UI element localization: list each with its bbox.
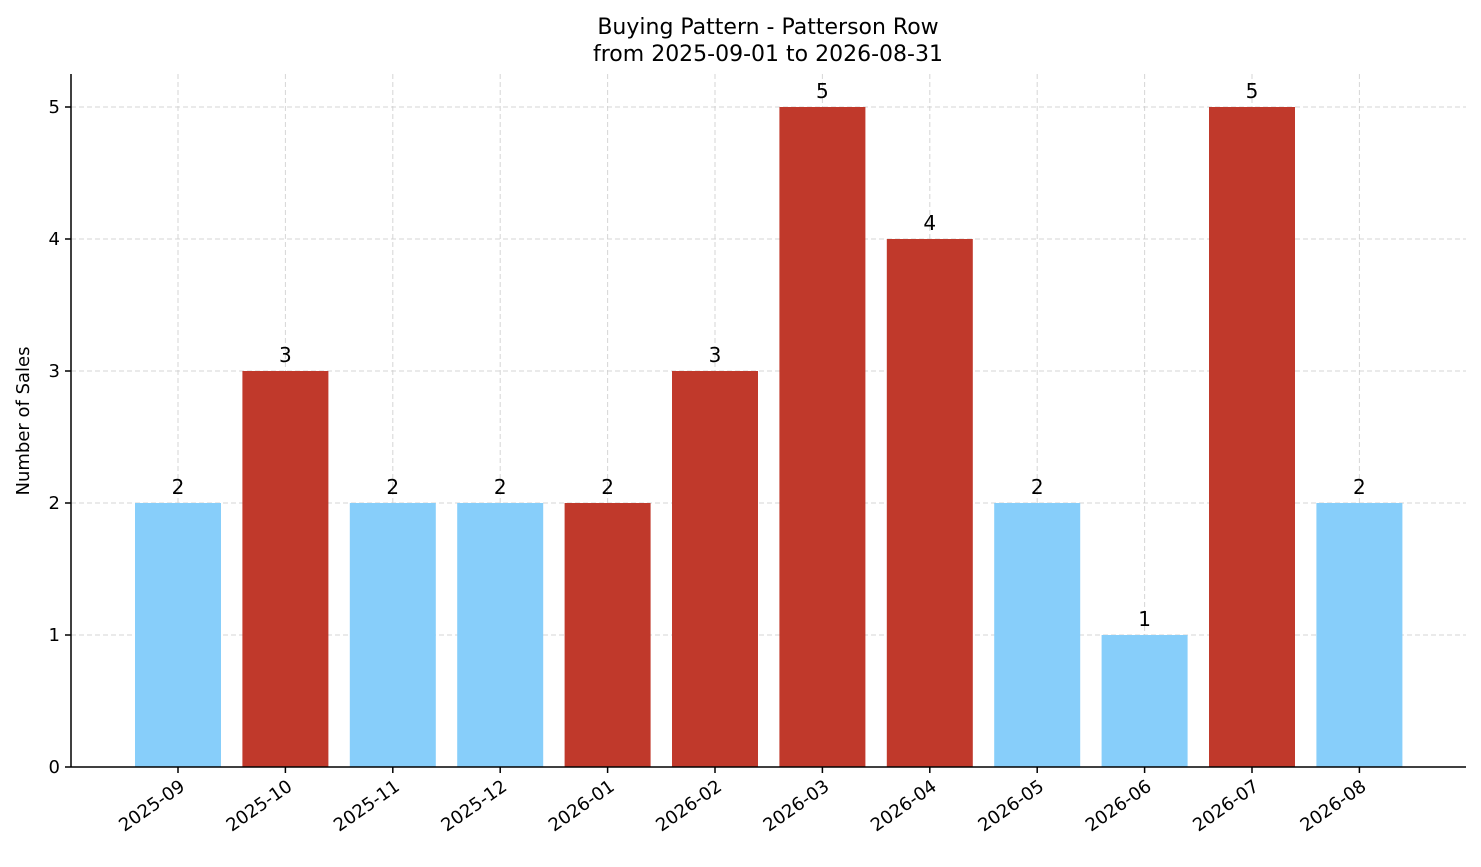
x-tick-label: 2026-07 xyxy=(1189,776,1263,836)
data-label-2026-06: 1 xyxy=(1138,607,1151,631)
y-tick-label: 2 xyxy=(49,493,60,514)
x-tick-label: 2025-12 xyxy=(437,776,511,836)
y-tick-label: 1 xyxy=(49,625,60,646)
bar-2026-01 xyxy=(564,503,651,767)
chart-subtitle: from 2025-09-01 to 2026-08-31 xyxy=(593,42,943,67)
bar-2026-05 xyxy=(994,503,1081,767)
x-tick-label: 2025-09 xyxy=(115,776,189,836)
x-tick-label: 2026-05 xyxy=(974,776,1048,836)
bar-2026-06 xyxy=(1101,635,1188,767)
bar-2026-02 xyxy=(672,371,758,767)
bars xyxy=(135,107,1403,767)
data-label-2025-11: 2 xyxy=(386,475,399,499)
x-axis-ticks: 2025-09 2025-10 2025-11 2025-12 2026-01 2026-… xyxy=(115,767,1370,836)
y-axis-label: Number of Sales xyxy=(13,346,34,495)
x-tick-label: 2026-01 xyxy=(545,776,619,836)
bar-2026-08 xyxy=(1316,503,1403,767)
data-label-2025-10: 3 xyxy=(279,343,292,367)
x-tick-label: 2026-08 xyxy=(1297,776,1371,836)
bar-2026-07 xyxy=(1209,107,1295,767)
data-labels: 2 3 2 2 2 3 5 4 2 1 5 2 xyxy=(172,79,1366,631)
data-label-2026-03: 5 xyxy=(816,79,829,103)
data-label-2026-04: 4 xyxy=(923,211,936,235)
x-tick-label: 2025-10 xyxy=(223,776,297,836)
x-tick-label: 2026-02 xyxy=(652,776,726,836)
data-label-2026-07: 5 xyxy=(1246,79,1259,103)
bar-2026-03 xyxy=(779,107,866,767)
bar-2025-10 xyxy=(242,371,329,767)
data-label-2026-05: 2 xyxy=(1031,475,1044,499)
y-tick-label: 5 xyxy=(49,97,60,118)
x-tick-label: 2025-11 xyxy=(330,776,404,836)
chart-title: Buying Pattern - Patterson Row xyxy=(597,15,938,40)
data-label-2026-01: 2 xyxy=(601,475,614,499)
y-axis-ticks: 0 1 2 3 4 5 xyxy=(49,97,71,778)
data-label-2026-02: 3 xyxy=(709,343,722,367)
x-tick-label: 2026-06 xyxy=(1082,776,1156,836)
data-label-2025-09: 2 xyxy=(172,475,185,499)
bar-2025-12 xyxy=(457,503,544,767)
x-tick-label: 2026-03 xyxy=(760,776,834,836)
bar-2025-11 xyxy=(349,503,436,767)
y-tick-label: 0 xyxy=(49,757,60,778)
data-label-2026-08: 2 xyxy=(1353,475,1366,499)
axes xyxy=(70,74,1466,768)
bar-2026-04 xyxy=(886,239,973,767)
data-label-2025-12: 2 xyxy=(494,475,507,499)
y-tick-label: 4 xyxy=(49,229,60,250)
y-tick-label: 3 xyxy=(49,361,60,382)
bar-2025-09 xyxy=(135,503,221,767)
x-tick-label: 2026-04 xyxy=(867,776,941,836)
